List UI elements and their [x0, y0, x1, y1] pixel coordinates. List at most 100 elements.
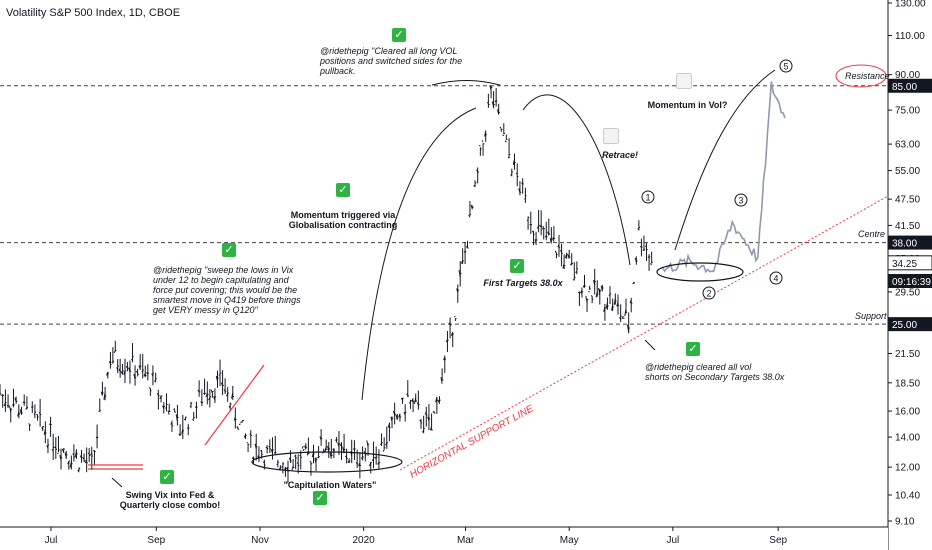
price-bar-open	[181, 429, 184, 434]
wave-circle	[769, 271, 783, 285]
price-bar-open	[92, 449, 95, 452]
support-label: Support	[855, 311, 887, 321]
tweet-arrow	[644, 339, 656, 351]
price-bar-open	[205, 392, 208, 398]
tweet-arrow	[111, 477, 123, 488]
price-bar-open	[38, 412, 41, 414]
time-tick-label: Sep	[769, 535, 787, 546]
price-bar-open	[61, 448, 65, 453]
price-bar-open	[218, 374, 221, 376]
tweet-arrow	[431, 79, 501, 86]
price-bar-open	[327, 445, 330, 452]
price-bar-open	[567, 254, 570, 259]
momentum-vol-text: Momentum in Vol?	[647, 100, 728, 110]
price-bar-open	[494, 100, 497, 103]
price-tick-label: 41.50	[895, 221, 920, 232]
price-tick-label: 10.40	[895, 490, 920, 501]
price-bar-open	[572, 278, 575, 281]
price-bar-open	[11, 404, 14, 406]
price-bar-open	[283, 468, 286, 471]
price-bar-open	[437, 399, 440, 405]
price-bar-open	[165, 407, 167, 409]
price-bar-open	[366, 440, 369, 447]
time-tick-label: Sep	[147, 535, 165, 546]
wave-circle	[779, 59, 793, 73]
price-bar-open	[521, 182, 523, 184]
price-bar-open	[621, 315, 624, 319]
chart-down-icon	[603, 128, 619, 144]
price-bar-open	[138, 365, 141, 370]
price-bar-open	[360, 457, 364, 460]
price-bar-open	[118, 368, 121, 372]
price-bar-open	[358, 462, 361, 467]
price-bar-open	[36, 413, 38, 416]
price-bar-open	[59, 455, 62, 461]
price-tag-label: 34.25	[892, 259, 917, 270]
price-bar-open	[398, 413, 401, 418]
price-bar-open	[200, 401, 203, 404]
price-bar-open	[416, 402, 419, 406]
check-icon: ✓	[222, 243, 236, 257]
price-bar-open	[46, 445, 49, 449]
consolidation-ellipse	[656, 262, 744, 282]
price-bar-open	[554, 250, 557, 254]
price-bar-open	[639, 245, 642, 248]
price-bar-open	[82, 457, 85, 460]
price-bar-open	[3, 402, 6, 407]
price-bar-open	[183, 418, 186, 421]
price-bar-open	[226, 393, 229, 397]
price-bar-open	[634, 257, 637, 262]
price-bar-open	[6, 404, 9, 407]
price-tick-label: 55.00	[895, 166, 920, 177]
price-bar-open	[162, 405, 165, 409]
price-bar-open	[236, 426, 239, 428]
wave-label: 3	[738, 196, 743, 206]
price-bar-open	[291, 466, 294, 471]
price-bar-open	[22, 401, 25, 404]
price-bar-open	[156, 393, 159, 396]
wave-label: 5	[783, 62, 788, 72]
price-tick-label: 75.00	[895, 106, 920, 117]
price-bar-open	[363, 451, 366, 454]
price-bar-open	[241, 419, 244, 423]
price-bar-open	[329, 452, 332, 459]
price-bar-open	[650, 263, 653, 266]
price-bar-open	[197, 389, 200, 393]
price-bar-open	[17, 411, 20, 417]
time-axis-bg	[0, 527, 888, 550]
price-tick-label: 29.50	[895, 287, 920, 298]
price-bar-open	[304, 445, 307, 450]
swing-text: Swing Vix into Fed & Quarterly close com…	[119, 490, 221, 510]
resistance-label: Resistance	[845, 71, 890, 81]
price-bar-open	[243, 435, 246, 439]
price-bar-open	[210, 389, 213, 394]
price-bar-open	[128, 367, 131, 373]
price-bar-open	[143, 372, 146, 377]
price-bar-open	[380, 443, 382, 446]
arc-arrow	[361, 107, 477, 401]
price-bar-open	[77, 469, 80, 473]
price-bar-open	[403, 412, 406, 416]
check-icon: ✓	[392, 28, 406, 42]
price-bar-open	[178, 433, 181, 437]
price-bar-open	[111, 361, 114, 363]
price-bar-open	[463, 251, 466, 253]
price-bar-open	[311, 451, 314, 458]
projection-line	[662, 81, 786, 274]
price-bar-open	[585, 295, 588, 303]
price-bar-open	[281, 466, 284, 468]
price-bar-open	[215, 375, 218, 382]
price-bar-open	[233, 416, 236, 421]
price-bar-open	[481, 140, 484, 143]
price-tag-label: 25.00	[892, 320, 917, 331]
price-bar-open	[220, 382, 224, 387]
wave-circle	[641, 190, 655, 204]
price-bar-open	[377, 461, 380, 465]
price-bar-open	[125, 365, 128, 369]
price-bar-open	[510, 174, 513, 176]
price-bar-open	[448, 321, 451, 325]
price-bar-open	[593, 279, 596, 286]
price-bar-open	[414, 397, 417, 405]
price-bar-open	[603, 307, 606, 312]
price-bar-open	[64, 452, 67, 458]
